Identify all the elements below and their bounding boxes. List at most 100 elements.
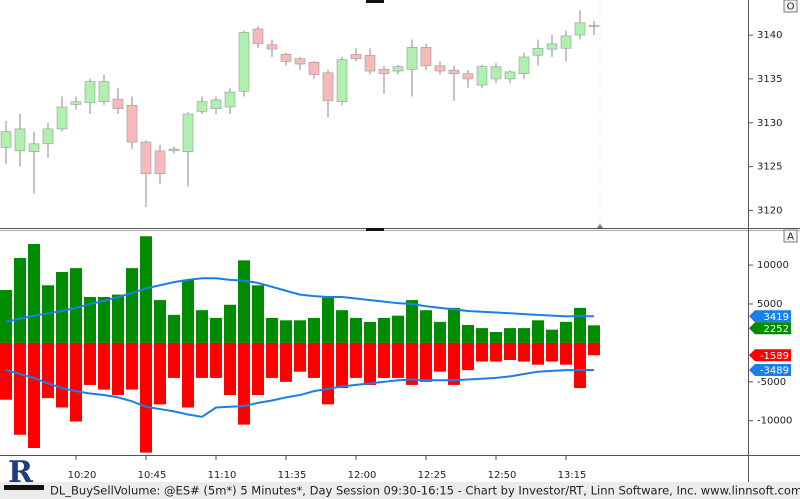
volume-bar — [350, 342, 362, 378]
volume-bar — [462, 324, 474, 343]
candle-body — [196, 101, 208, 112]
volume-bar — [14, 342, 26, 435]
logo: R — [4, 455, 44, 490]
candle-body — [70, 101, 82, 105]
y-tick-label: 3140 — [757, 30, 782, 41]
candle-body — [462, 73, 474, 80]
volume-bar — [406, 300, 418, 343]
x-tick-label: 11:35 — [278, 470, 307, 481]
volume-bar — [518, 342, 530, 362]
y-tick-label: 5000 — [757, 299, 782, 310]
band-line — [5, 369, 595, 418]
volume-bar — [210, 342, 222, 378]
candle-body — [476, 66, 488, 86]
volume-bar — [112, 294, 124, 343]
button-label[interactable]: O — [787, 2, 795, 13]
volume-bar — [336, 342, 348, 389]
volume-bar — [42, 342, 54, 399]
button-label[interactable]: A — [787, 232, 794, 243]
volume-bar — [448, 342, 460, 385]
candle-body — [532, 47, 544, 56]
volume-bar — [364, 321, 376, 343]
candle-body — [490, 66, 502, 80]
y-tick-label: 10000 — [757, 260, 789, 271]
candle-body — [434, 65, 446, 72]
value-tag — [749, 310, 791, 323]
x-tick-label: 12:50 — [488, 470, 517, 481]
volume-bar — [224, 304, 236, 343]
volume-bar — [294, 320, 306, 343]
y-tick-label: 3135 — [757, 74, 782, 85]
volume-bar — [448, 307, 460, 343]
candle-body — [280, 54, 292, 62]
volume-bar — [266, 342, 278, 378]
volume-bar — [294, 342, 306, 372]
candle-body — [154, 150, 166, 174]
y-tick-label: 3120 — [757, 205, 782, 216]
volume-bar — [490, 331, 502, 343]
volume-bar — [322, 297, 334, 343]
volume-bar — [434, 321, 446, 343]
value-tag-label: 2252 — [764, 324, 789, 335]
candle-body — [308, 61, 320, 75]
volume-bar — [364, 342, 376, 385]
button[interactable] — [783, 229, 798, 243]
volume-bar — [392, 315, 404, 343]
candle-body — [126, 104, 138, 143]
candle-body — [574, 22, 586, 36]
value-tag — [749, 364, 791, 377]
candle-body — [84, 81, 96, 103]
volume-bar — [224, 342, 236, 396]
panel-handle — [366, 0, 384, 3]
volume-bar — [406, 342, 418, 385]
candle-body — [392, 66, 404, 72]
y-tick-label: 3125 — [757, 162, 782, 173]
volume-bar — [28, 342, 40, 448]
volume-bar — [140, 236, 152, 343]
candle-body — [350, 54, 362, 60]
value-tag-label: 3419 — [764, 312, 789, 323]
button[interactable] — [783, 0, 798, 13]
volume-bar — [532, 342, 544, 365]
volume-bar — [98, 296, 110, 343]
volume-bar — [322, 342, 334, 405]
candle-body — [364, 54, 376, 72]
candle-body — [336, 59, 348, 103]
logo-bar — [4, 485, 44, 490]
volume-bar — [546, 329, 558, 343]
volume-bar — [196, 342, 208, 378]
candle-body — [518, 56, 530, 74]
volume-bar — [504, 342, 516, 361]
volume-bar — [308, 317, 320, 343]
x-tick-label: 11:10 — [208, 470, 237, 481]
candle-body — [378, 68, 390, 74]
volume-bar — [70, 342, 82, 422]
candle-body — [266, 44, 278, 50]
candle-body — [588, 25, 600, 27]
volume-bar — [490, 342, 502, 362]
panel-handle — [366, 228, 384, 231]
x-tick-label: 12:00 — [348, 470, 377, 481]
value-tag — [749, 349, 791, 362]
volume-bar — [588, 325, 600, 343]
candle-body — [168, 148, 180, 152]
x-tick-label: 10:45 — [138, 470, 167, 481]
volume-bar — [420, 342, 432, 382]
status-bar — [0, 482, 800, 499]
volume-bar — [350, 317, 362, 343]
volume-bar — [308, 342, 320, 378]
volume-bar — [126, 342, 138, 390]
volume-bar — [588, 342, 600, 356]
volume-bar — [434, 342, 446, 372]
candle-body — [210, 99, 222, 110]
volume-bar — [154, 342, 166, 405]
logo-letter: R — [8, 455, 34, 490]
volume-bar — [532, 320, 544, 343]
volume-bar — [546, 342, 558, 362]
volume-bar — [266, 317, 278, 343]
candle-body — [448, 69, 460, 74]
volume-bar — [238, 260, 250, 343]
value-tag-label: -3489 — [760, 366, 789, 377]
volume-bar — [84, 342, 96, 385]
